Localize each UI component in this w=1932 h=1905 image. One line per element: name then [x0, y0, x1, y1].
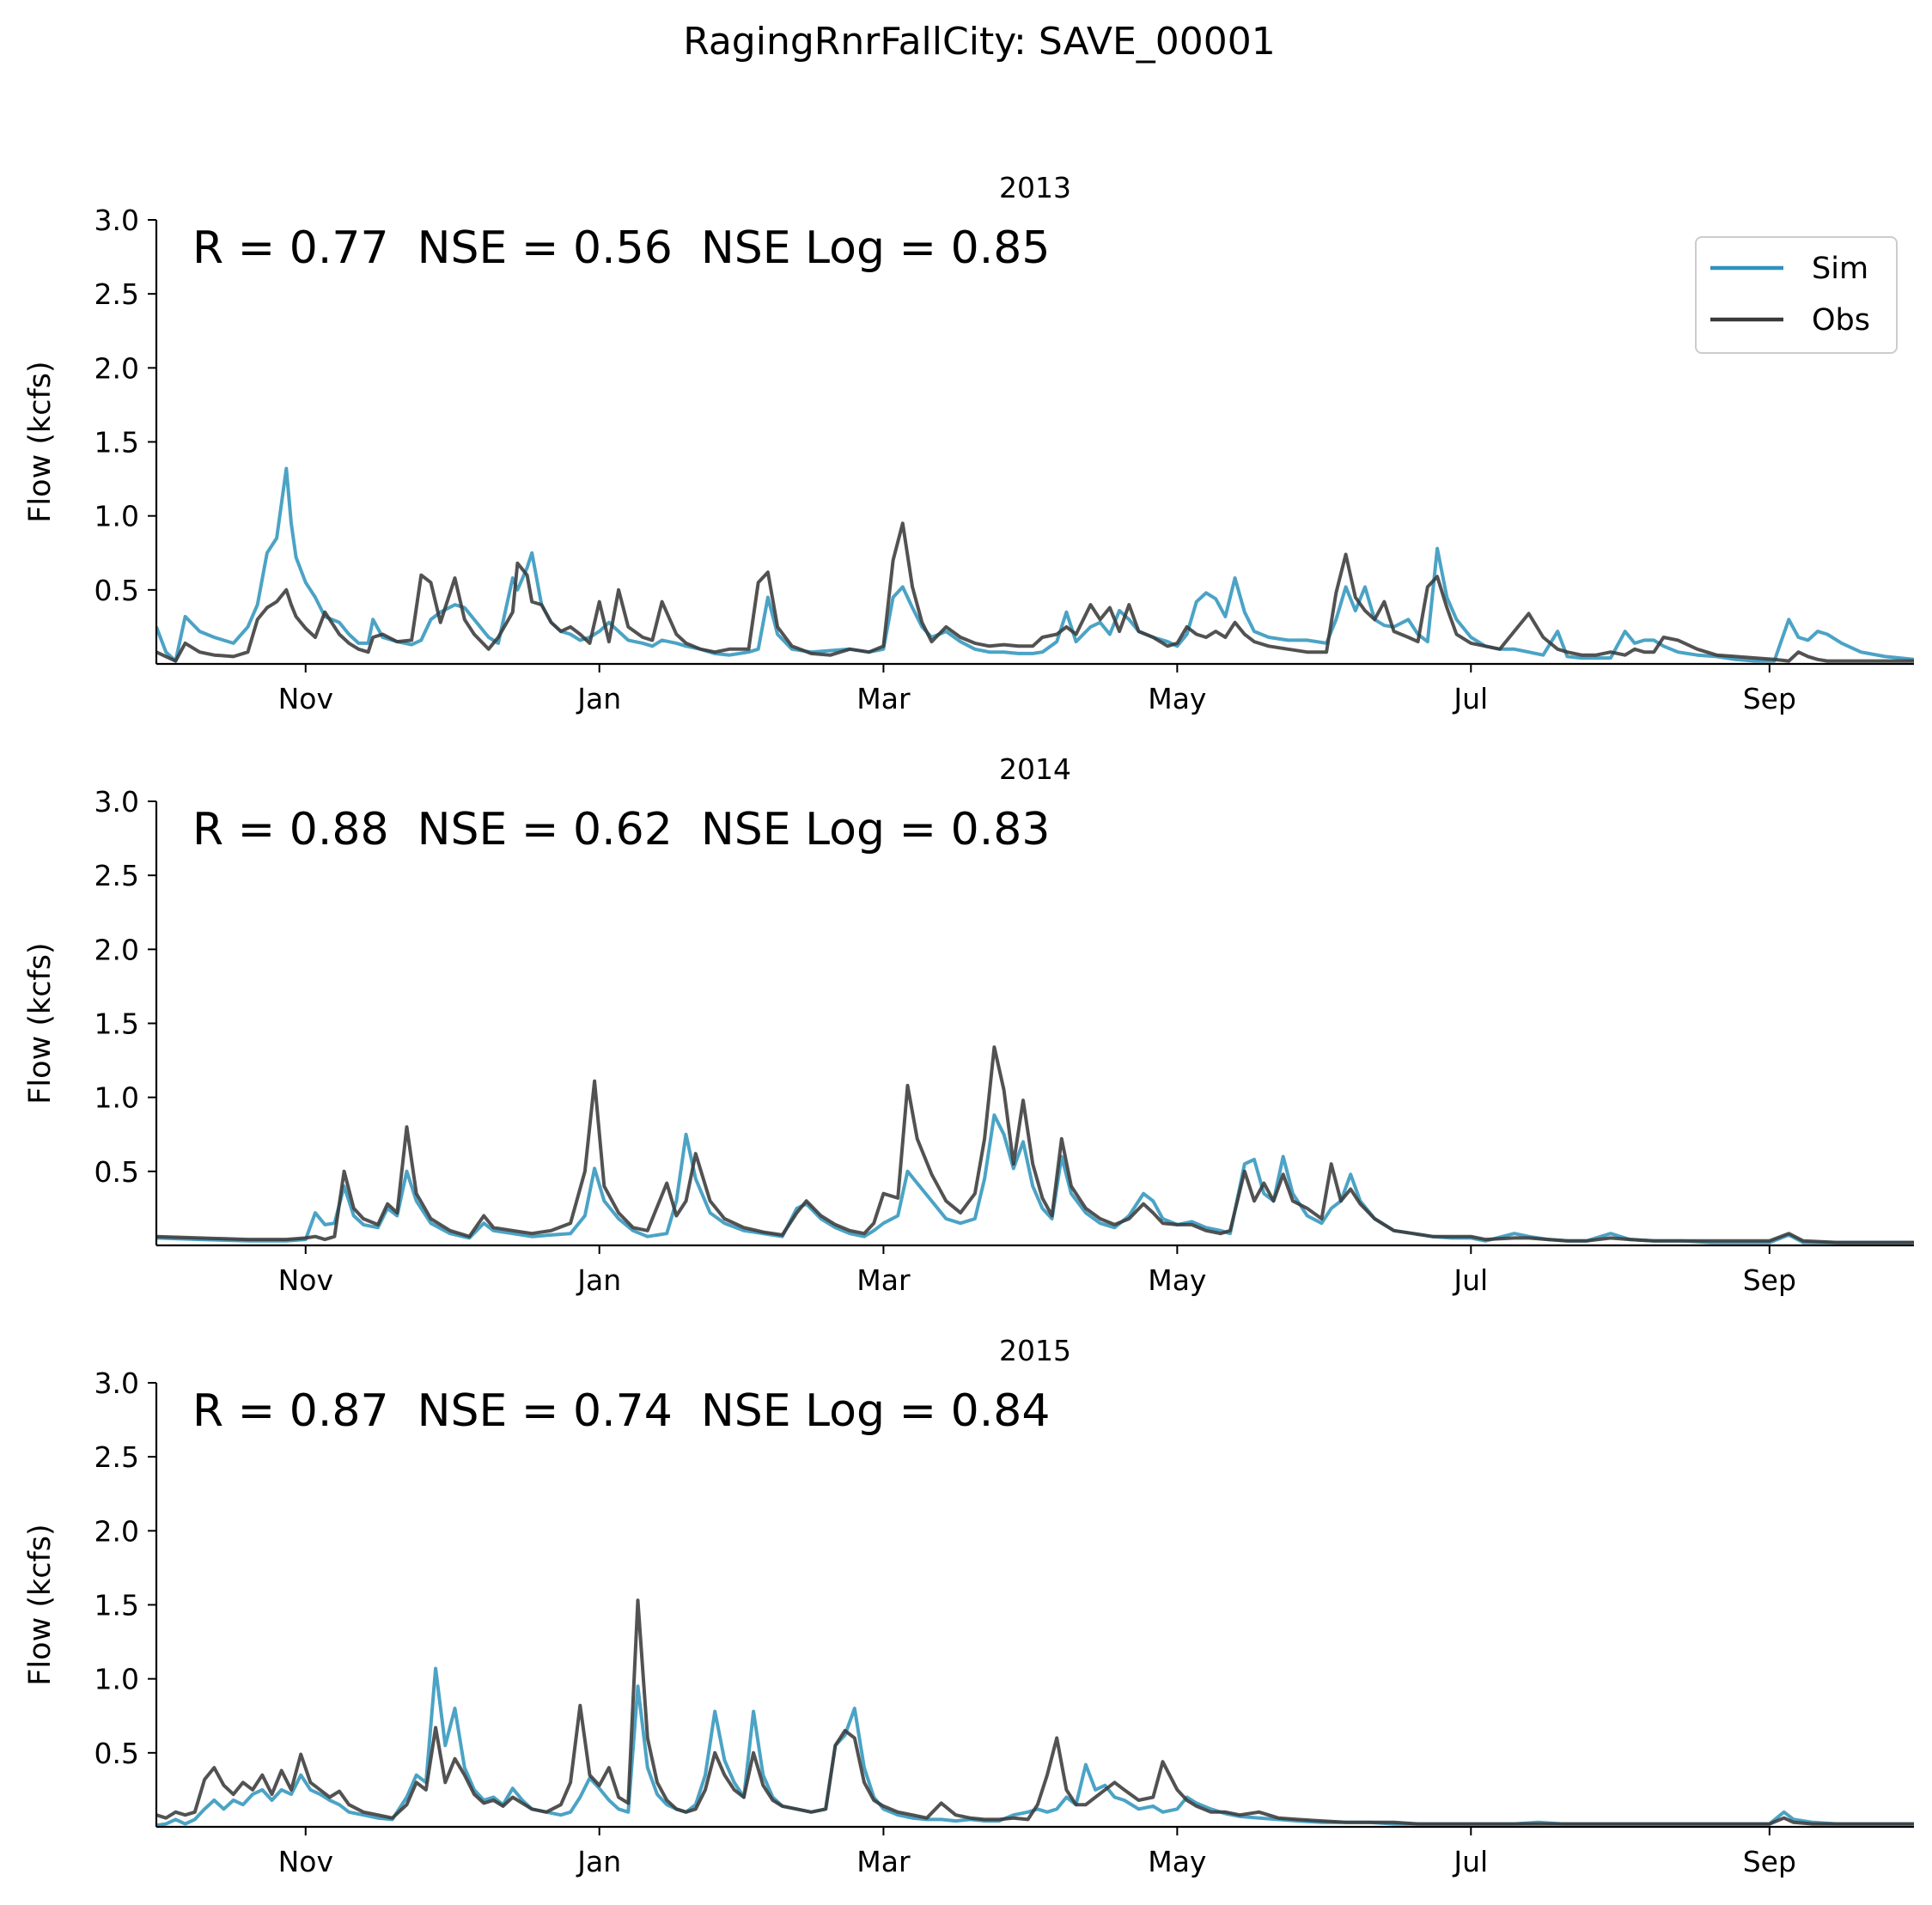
panel-2015: 0.5 1.0 1.5 2.0 2.5 3.0 Nov Jan Mar May Jul Sep 2015…	[23, 1334, 1914, 1878]
panel-2014: 0.5 1.0 1.5 2.0 2.5 3.0 Nov Jan Mar May Jul Sep 2014…	[23, 752, 1914, 1297]
x-tick-label: Nov	[278, 1263, 333, 1297]
y-tick-label: 2.5	[94, 277, 139, 311]
stats-annotation: R = 0.87 NSE = 0.74 NSE Log = 0.84	[192, 1385, 1050, 1437]
series-line-obs	[156, 1598, 1914, 1826]
x-tick-label: Sep	[1743, 1263, 1796, 1297]
y-tick-label: 2.5	[94, 1440, 139, 1474]
y-axis-label: Flow (kcfs)	[23, 1524, 58, 1685]
panel-2013: 0.5 1.0 1.5 2.0 2.5 3.0 Nov Jan Mar May Jul Sep 2013…	[23, 171, 1914, 715]
x-tick-label: Mar	[856, 1263, 911, 1297]
y-tick-label: 1.0	[94, 1663, 139, 1696]
x-tick-label: Nov	[278, 682, 333, 715]
y-axis-label: Flow (kcfs)	[23, 361, 58, 522]
legend-label-sim: Sim	[1812, 252, 1868, 286]
panel-title: 2015	[999, 1334, 1071, 1367]
series-line-obs	[156, 521, 1914, 663]
x-tick-label: May	[1148, 1845, 1206, 1878]
y-tick-label: 3.0	[94, 785, 139, 819]
panel-title: 2013	[999, 171, 1071, 204]
y-tick-label: 0.5	[94, 1155, 139, 1189]
y-tick-label: 2.5	[94, 859, 139, 892]
x-tick-label: Jul	[1452, 1845, 1488, 1878]
y-tick-label: 1.5	[94, 1589, 139, 1622]
y-tick-label: 1.0	[94, 500, 139, 533]
series-line-sim	[156, 1113, 1914, 1245]
x-tick-label: Jul	[1452, 682, 1488, 715]
stats-annotation: R = 0.88 NSE = 0.62 NSE Log = 0.83	[192, 804, 1050, 855]
y-tick-label: 1.5	[94, 426, 139, 460]
x-tick-label: Jan	[576, 682, 621, 715]
y-tick-label: 3.0	[94, 204, 139, 237]
panel-title: 2014	[999, 752, 1071, 786]
y-tick-label: 2.0	[94, 1514, 139, 1548]
y-tick-label: 0.5	[94, 574, 139, 607]
x-tick-label: Jan	[576, 1263, 621, 1297]
stats-annotation: R = 0.77 NSE = 0.56 NSE Log = 0.85	[192, 222, 1050, 274]
x-tick-label: Nov	[278, 1845, 333, 1878]
x-tick-label: Mar	[856, 1845, 911, 1878]
y-tick-label: 3.0	[94, 1366, 139, 1400]
series-line-sim	[156, 466, 1914, 663]
y-tick-label: 1.0	[94, 1081, 139, 1115]
y-tick-label: 2.0	[94, 351, 139, 385]
legend-label-obs: Obs	[1812, 303, 1870, 338]
series-line-obs	[156, 1045, 1914, 1245]
x-tick-label: Sep	[1743, 682, 1796, 715]
y-tick-label: 0.5	[94, 1737, 139, 1770]
legend: Sim Obs	[1695, 236, 1898, 354]
y-tick-label: 1.5	[94, 1007, 139, 1041]
x-tick-label: May	[1148, 1263, 1206, 1297]
y-axis-label: Flow (kcfs)	[23, 942, 58, 1104]
x-tick-label: Mar	[856, 682, 911, 715]
y-tick-label: 2.0	[94, 933, 139, 966]
x-tick-label: Sep	[1743, 1845, 1796, 1878]
x-tick-label: Jul	[1452, 1263, 1488, 1297]
panels-container: 0.5 1.0 1.5 2.0 2.5 3.0 Nov Jan Mar May Jul Sep 2013…	[23, 171, 1914, 1878]
series-line-sim	[156, 1666, 1914, 1827]
figure-title: RagingRnrFallCity: SAVE_00001	[683, 20, 1276, 64]
x-tick-label: Jan	[576, 1845, 621, 1878]
x-tick-label: May	[1148, 682, 1206, 715]
